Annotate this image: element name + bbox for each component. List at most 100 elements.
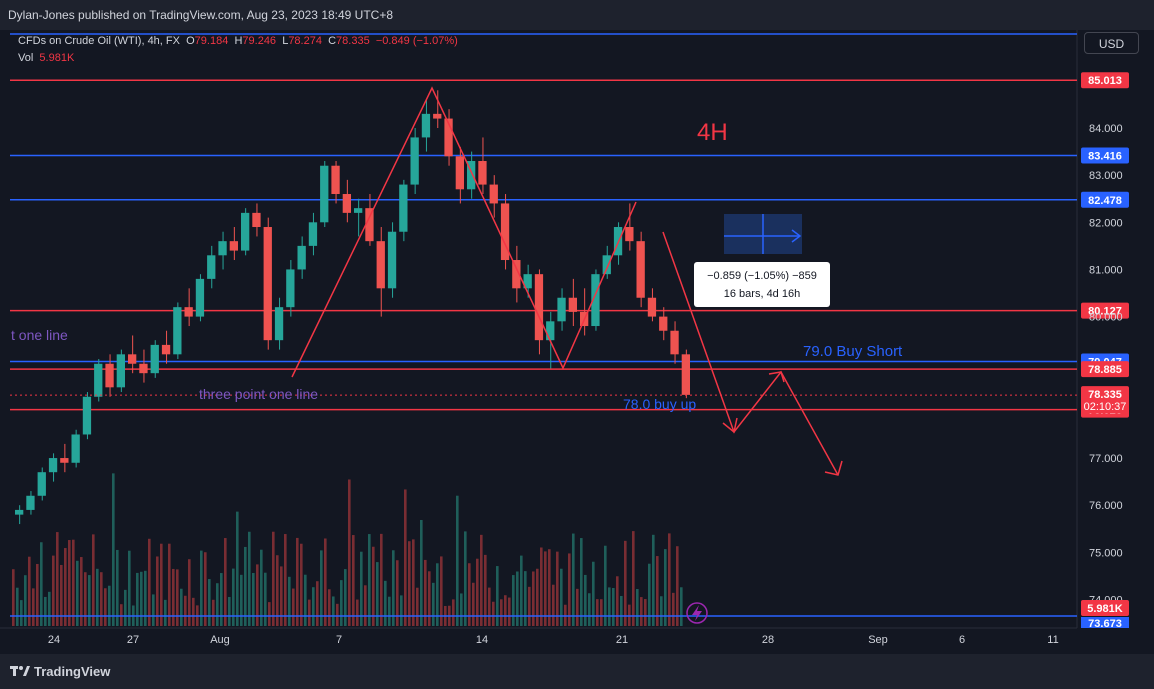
- timeframe-annotation: 4H: [697, 119, 728, 146]
- three-point-annotation: three point one line: [199, 386, 318, 402]
- volume-bar: [644, 599, 647, 626]
- candle-body: [410, 137, 419, 185]
- volume-bar: [128, 550, 131, 626]
- candle-body: [659, 316, 668, 331]
- volume-bar: [616, 576, 619, 626]
- volume-bar: [640, 597, 643, 626]
- volume-bar: [204, 552, 207, 626]
- countdown-label: 02:10:37: [1084, 401, 1127, 413]
- volume-bar: [352, 535, 355, 626]
- candle-body: [82, 396, 92, 435]
- volume-bar: [556, 551, 559, 626]
- volume-bar: [532, 571, 535, 626]
- volume-bar: [160, 543, 163, 626]
- candle-body: [433, 113, 442, 119]
- candle-body: [184, 307, 193, 317]
- volume-bar: [216, 583, 219, 626]
- volume-bar: [456, 495, 459, 626]
- volume-bar: [504, 595, 507, 626]
- volume-bar: [396, 560, 399, 626]
- x-axis-tick-label: 14: [476, 634, 488, 646]
- volume-bar: [92, 534, 95, 626]
- candle-body: [421, 113, 431, 138]
- bottom-level-bg: [1081, 617, 1129, 628]
- volume-bar: [200, 550, 203, 626]
- volume-bar: [40, 542, 43, 626]
- volume-bar: [624, 540, 627, 626]
- candle-body: [489, 184, 498, 204]
- volume-bar: [332, 596, 335, 626]
- volume-bar: [632, 531, 635, 626]
- candle-body: [568, 297, 577, 312]
- volume-bar: [80, 557, 83, 626]
- close-value: 78.335: [336, 35, 370, 47]
- volume-bar: [36, 563, 39, 626]
- volume-bar: [44, 596, 47, 626]
- candle-body: [274, 307, 284, 341]
- low-label: L: [282, 35, 289, 47]
- candle-body: [150, 344, 159, 374]
- volume-bar: [404, 489, 407, 626]
- volume-bar: [172, 568, 175, 626]
- volume-bar: [208, 579, 211, 626]
- volume-bar: [672, 592, 675, 626]
- level-label-bg: [1081, 361, 1129, 378]
- projection-path: [662, 231, 839, 476]
- volume-bar: [288, 576, 291, 626]
- candle-body: [354, 208, 363, 213]
- buy-short-annotation: 79.0 Buy Short: [803, 343, 903, 360]
- volume-bar: [580, 538, 583, 626]
- candle-body: [512, 260, 521, 289]
- candle-body: [670, 330, 679, 355]
- volume-bar: [464, 531, 467, 626]
- high-label: H: [234, 35, 243, 47]
- level-label-bg: [1081, 191, 1129, 208]
- footer-bar: TradingView: [0, 654, 1154, 689]
- y-axis-tick-label: 76.000: [1089, 500, 1123, 512]
- volume-bar: [280, 566, 283, 626]
- candle-body: [387, 231, 397, 289]
- volume-bar: [312, 587, 315, 626]
- volume-bar: [212, 599, 215, 626]
- volume-bar: [528, 586, 531, 626]
- volume-bar: [592, 561, 595, 626]
- x-axis-tick-label: 24: [48, 634, 60, 646]
- volume-bar: [64, 548, 67, 626]
- volume-label: Vol: [18, 52, 34, 64]
- volume-bar: [344, 569, 347, 626]
- volume-bar: [220, 573, 223, 626]
- candle-body: [173, 307, 182, 355]
- volume-bar: [604, 545, 607, 626]
- alert-lightning-icon: [686, 602, 708, 624]
- volume-bar: [376, 562, 379, 626]
- volume-bar: [68, 540, 71, 626]
- buy-up-annotation: 78.0 buy up: [623, 396, 696, 412]
- candle-body: [161, 344, 171, 355]
- price-chart[interactable]: 85.01383.41682.47880.12779.04778.88578.0…: [0, 0, 1154, 654]
- publisher-text: Dylan-Jones published on TradingView.com…: [8, 8, 394, 22]
- volume-bar: [156, 556, 159, 626]
- volume-bar: [84, 572, 87, 626]
- volume-bar: [560, 568, 563, 626]
- volume-bar: [652, 534, 655, 626]
- x-axis-tick-label: 7: [336, 634, 342, 646]
- volume-bar: [108, 585, 111, 626]
- volume-bar: [236, 511, 239, 626]
- candle-body: [263, 227, 272, 341]
- volume-bar: [296, 537, 299, 626]
- volume-bar: [224, 538, 227, 626]
- candle-body: [478, 161, 487, 185]
- volume-bar: [520, 555, 523, 626]
- volume-bar: [52, 555, 55, 626]
- volume-bar: [184, 595, 187, 626]
- volume-bar: [252, 572, 255, 626]
- volume-bar: [316, 581, 319, 626]
- currency-button[interactable]: USD: [1084, 32, 1139, 54]
- volume-bar: [232, 568, 235, 626]
- candle-body: [26, 495, 35, 510]
- volume-bar: [384, 580, 387, 626]
- level-label: 80.127: [1088, 306, 1122, 318]
- volume-bar: [24, 575, 27, 626]
- symbol-legend: CFDs on Crude Oil (WTI), 4h, FX O79.184 …: [18, 35, 458, 47]
- volume-bar: [480, 534, 483, 626]
